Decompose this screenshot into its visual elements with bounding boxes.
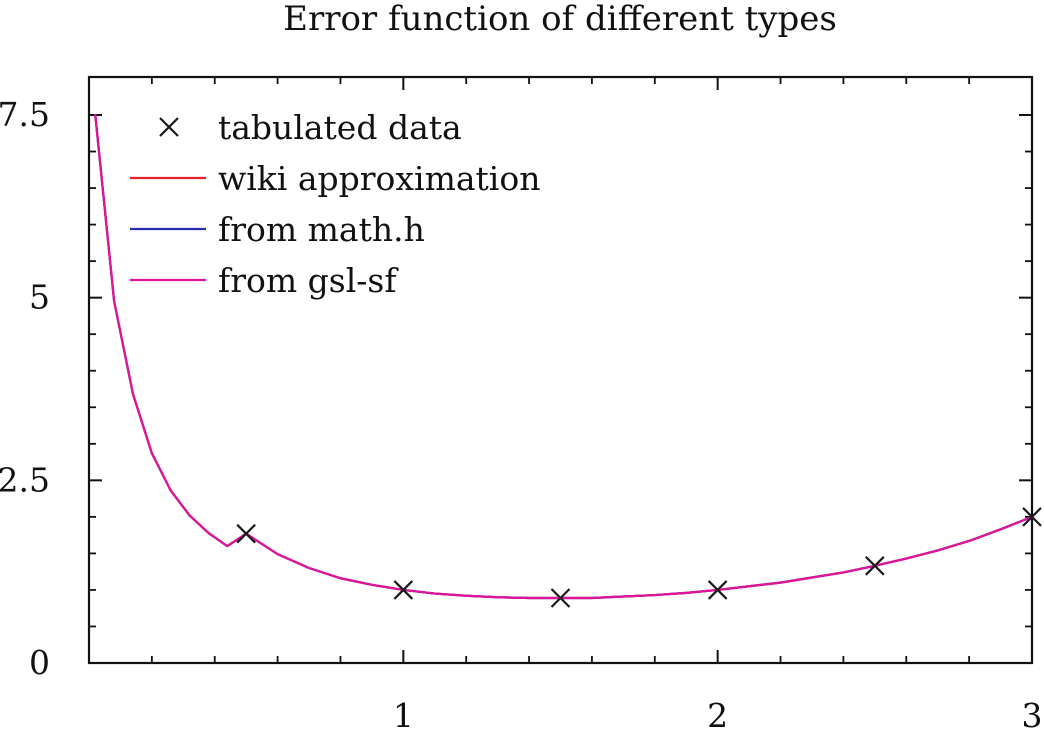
legend-label: wiki approximation — [218, 159, 540, 198]
y-tick-label: 2.5 — [0, 460, 50, 499]
data-point — [865, 556, 885, 576]
chart-title: Error function of different types — [283, 0, 837, 39]
series-line-3 — [94, 113, 1034, 600]
y-tick-label: 0 — [29, 643, 50, 682]
marker-stroke — [550, 588, 571, 608]
legend-swatch — [159, 117, 179, 137]
marker-stroke — [865, 556, 885, 576]
data-point — [707, 580, 728, 600]
legend: tabulated data wiki approximation from mat… — [130, 108, 540, 300]
legend-label: tabulated data — [218, 108, 462, 147]
legend-label: from gsl-sf — [218, 261, 399, 300]
legend-label: from math.h — [218, 210, 425, 249]
y-tick-label: 7.5 — [0, 95, 50, 134]
data-point — [236, 523, 256, 544]
marker-stroke — [393, 580, 414, 600]
x-tick-label: 3 — [1022, 696, 1043, 730]
data-point — [550, 588, 571, 608]
plot-series — [94, 113, 1042, 608]
marker-stroke — [707, 580, 728, 600]
data-point — [1022, 507, 1042, 527]
marker-stroke — [1022, 507, 1042, 527]
axes: 1 2 3 0 2.5 5 7.5 — [0, 75, 1043, 730]
marker-stroke — [236, 523, 256, 544]
data-point — [393, 580, 414, 600]
x-tick-label: 2 — [707, 696, 728, 730]
x-tick-label: 1 — [393, 696, 414, 730]
y-tick-label: 5 — [29, 278, 50, 317]
marker-stroke — [159, 117, 179, 137]
